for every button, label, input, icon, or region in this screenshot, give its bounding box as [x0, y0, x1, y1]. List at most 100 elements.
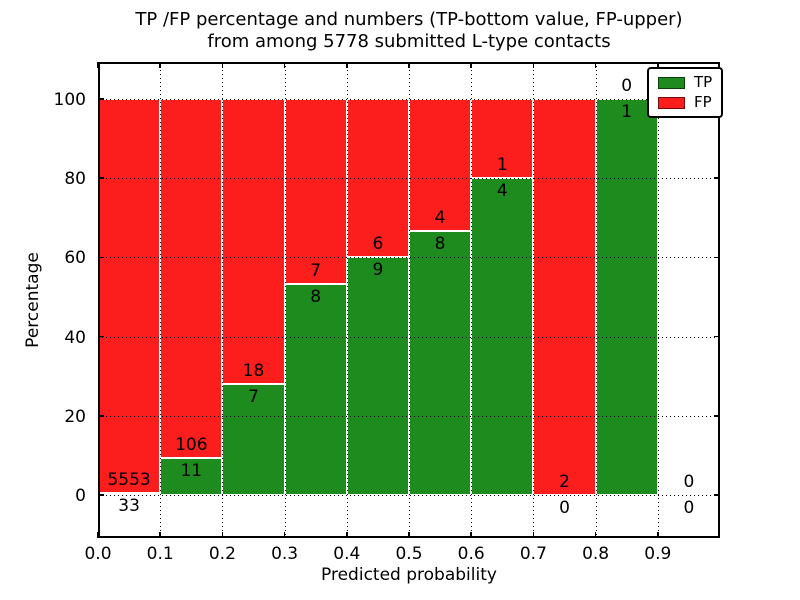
x-axis-label: Predicted probability [321, 565, 497, 585]
y-tick-left-100 [98, 98, 104, 100]
y-tick-right-20 [714, 415, 720, 417]
y-tick-left-20 [98, 415, 104, 417]
annotation-fp-0.1: 106 [175, 434, 208, 455]
legend-entry-tp: TP [658, 75, 712, 90]
legend-label-fp: FP [694, 93, 712, 111]
x-tick-top-0.5 [408, 62, 410, 68]
x-tick-label-0.6: 0.6 [457, 544, 485, 564]
gridline-x-0.3 [284, 62, 286, 538]
annotation-fp-0.8: 0 [621, 76, 633, 96]
chart-title-line2: from among 5778 submitted L-type contact… [207, 31, 611, 52]
legend-swatch-tp [658, 76, 685, 89]
y-tick-left-0 [98, 494, 104, 496]
annotation-fp-0.5: 4 [434, 208, 446, 228]
x-tick-top-0.7 [532, 62, 535, 68]
x-tick-label-0.7: 0.7 [519, 544, 547, 564]
x-tick-top-0.3 [283, 62, 286, 68]
bar-fp-0.2 [222, 99, 285, 385]
annotation-tp-0.2: 7 [248, 387, 259, 408]
y-tick-label-40: 40 [64, 327, 86, 348]
annotation-fp-0.6: 1 [496, 155, 508, 176]
y-tick-right-0 [714, 494, 720, 496]
x-tick-label-0.0: 0.0 [84, 544, 112, 564]
bar-tp-0.1 [160, 457, 223, 495]
x-tick-top-0.9 [657, 62, 659, 68]
x-tick-label-0.2: 0.2 [208, 544, 236, 564]
chart-title-line1: TP /FP percentage and numbers (TP-bottom… [135, 9, 683, 30]
gridline-x-0.5 [409, 62, 410, 538]
x-tick-bottom-0.7 [532, 532, 535, 538]
legend-label-tp: TP [694, 73, 713, 91]
gridline-x-0.7 [533, 62, 535, 538]
y-tick-label-80: 80 [64, 169, 86, 190]
y-tick-label-60: 60 [64, 248, 86, 269]
x-tick-bottom-0.6 [470, 532, 472, 538]
annotation-fp-0.2: 18 [242, 361, 265, 382]
bar-fp-0 [98, 99, 161, 493]
x-tick-label-0.5: 0.5 [395, 544, 423, 564]
y-tick-label-100: 100 [53, 90, 86, 110]
y-tick-left-60 [98, 256, 104, 259]
bar-fp-0.1 [160, 99, 223, 458]
annotation-tp-0.3: 8 [310, 286, 322, 307]
x-tick-top-0.6 [470, 62, 472, 68]
x-tick-bottom-0.8 [594, 532, 597, 538]
gridline-x-0.1 [160, 62, 162, 538]
x-tick-label-0.8: 0.8 [582, 544, 610, 564]
x-tick-label-0.9: 0.9 [644, 544, 672, 564]
annotation-tp-0.1: 11 [180, 460, 203, 481]
y-tick-left-80 [98, 177, 104, 179]
annotation-fp-0.9: 0 [683, 472, 695, 492]
annotation-tp-0: 33 [118, 495, 140, 516]
x-tick-bottom-0.1 [159, 532, 161, 538]
annotation-fp-0: 5553 [107, 469, 151, 490]
y-tick-right-40 [714, 335, 720, 338]
x-tick-label-0.3: 0.3 [271, 544, 299, 564]
legend-swatch-fp [658, 96, 685, 109]
bar-tp-0.3 [284, 283, 347, 495]
x-tick-bottom-0 [97, 532, 99, 538]
plot-area: TP FP 5553 33 106 11 18 7 7 8 6 9 4 8 1 4 2 0 0 1 0 0 [97, 62, 724, 538]
y-tick-label-0: 0 [75, 486, 86, 506]
bar-fp-0.7 [533, 99, 596, 495]
annotation-tp-0.7: 0 [559, 498, 570, 518]
x-tick-bottom-0.9 [657, 532, 659, 538]
bar-tp-0.2 [222, 384, 285, 495]
x-tick-label-0.1: 0.1 [146, 544, 174, 564]
legend: TP FP [647, 67, 724, 118]
x-tick-bottom-0.4 [346, 532, 348, 538]
y-tick-label-20: 20 [64, 406, 86, 427]
annotation-fp-0.4: 6 [372, 234, 384, 255]
annotation-fp-0.3: 7 [310, 260, 322, 281]
annotation-tp-0.9: 0 [683, 498, 695, 518]
annotation-fp-0.7: 2 [559, 472, 570, 492]
x-tick-top-0.2 [221, 62, 224, 68]
x-tick-top-0 [97, 62, 99, 68]
bar-fp-0.3 [284, 99, 347, 284]
annotation-tp-0.8: 1 [621, 102, 633, 122]
chart-title: TP /FP percentage and numbers (TP-bottom… [98, 9, 720, 53]
x-tick-label-0.4: 0.4 [333, 544, 361, 564]
x-tick-bottom-0.3 [283, 532, 286, 538]
bar-tp-0.4 [346, 257, 409, 495]
x-tick-top-0.1 [159, 62, 161, 68]
annotation-tp-0.6: 4 [496, 181, 508, 202]
bar-tp-0.5 [409, 231, 472, 495]
bar-tp-0.8 [595, 99, 658, 495]
x-tick-bottom-0.5 [408, 532, 410, 538]
y-tick-left-40 [98, 335, 104, 338]
legend-entry-fp: FP [658, 95, 712, 110]
x-tick-top-0.8 [594, 62, 597, 68]
annotation-tp-0.4: 9 [372, 260, 384, 281]
y-tick-right-60 [714, 256, 720, 259]
gridline-x-0.6 [471, 62, 473, 538]
x-tick-bottom-0.2 [221, 532, 224, 538]
annotation-tp-0.5: 8 [434, 234, 446, 254]
x-tick-top-0.4 [346, 62, 348, 68]
gridline-x-0.2 [222, 62, 224, 538]
gridline-x-0.8 [595, 62, 597, 538]
gridline-x-0.4 [346, 62, 348, 538]
gridline-x-0.9 [657, 62, 659, 538]
y-tick-right-80 [714, 177, 720, 179]
